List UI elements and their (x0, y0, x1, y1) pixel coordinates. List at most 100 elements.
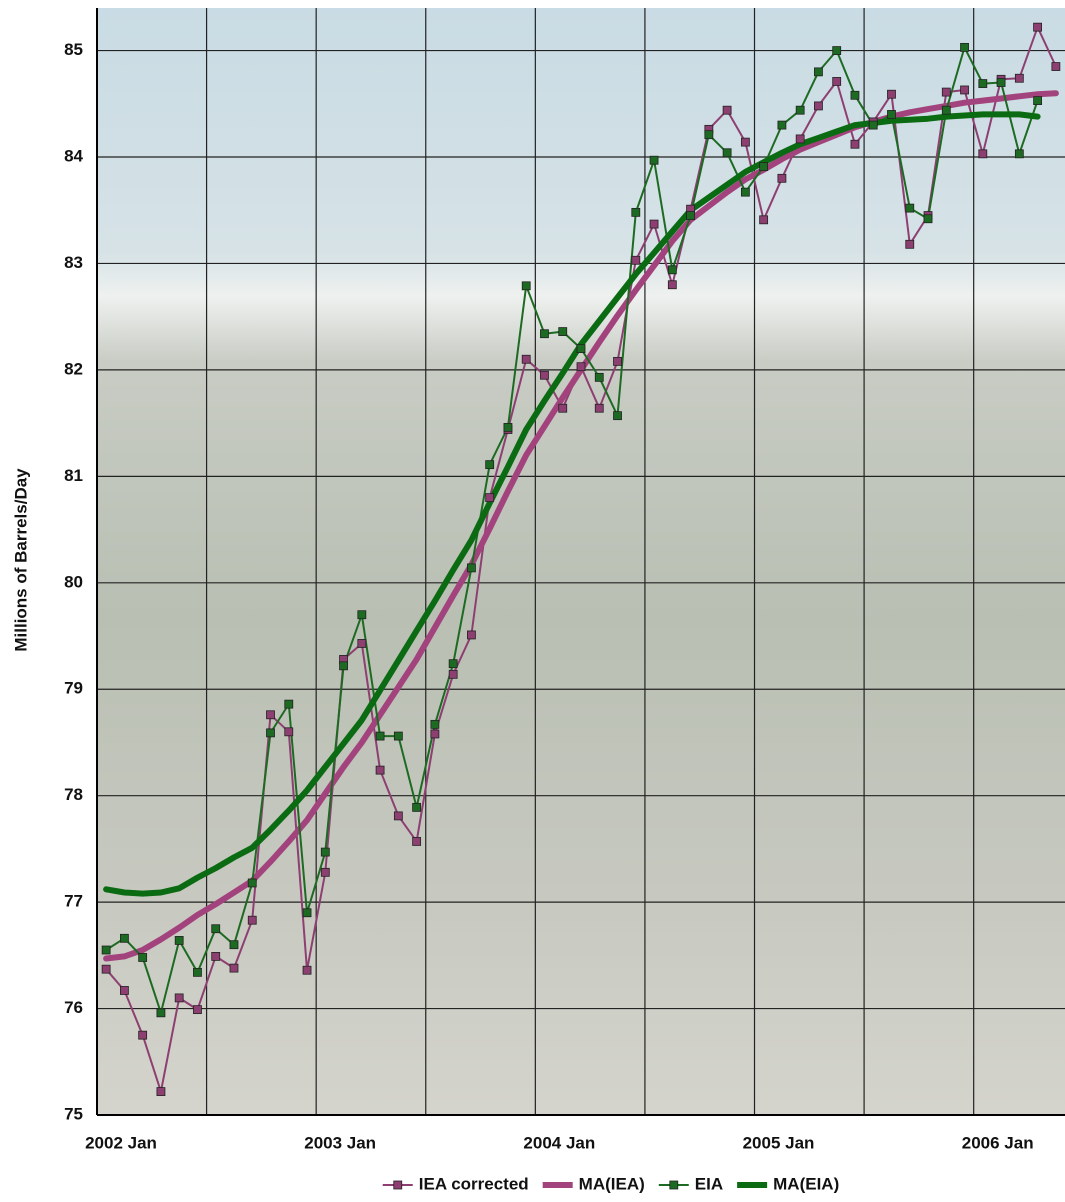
data-point (467, 564, 475, 572)
data-point (321, 868, 329, 876)
x-tick-label: 2004 Jan (523, 1133, 595, 1152)
data-point (833, 77, 841, 85)
data-point (267, 729, 275, 737)
data-point (139, 1031, 147, 1039)
data-point (814, 68, 822, 76)
y-tick-label: 82 (64, 359, 83, 378)
data-point (230, 941, 238, 949)
chart: Millions of Barrels/Day 2002 Jan 2003 Jan… (0, 0, 1065, 1197)
data-point (887, 110, 895, 118)
data-point (814, 102, 822, 110)
legend-marker (670, 1181, 678, 1189)
legend-label: IEA corrected (419, 1174, 529, 1193)
data-point (961, 43, 969, 51)
data-point (942, 88, 950, 96)
y-tick-label: 80 (64, 572, 83, 591)
data-point (632, 208, 640, 216)
data-point (687, 212, 695, 220)
data-point (887, 90, 895, 98)
y-tick-label: 75 (64, 1104, 83, 1123)
data-point (193, 968, 201, 976)
data-point (705, 131, 713, 139)
data-point (413, 803, 421, 811)
data-point (248, 916, 256, 924)
data-point (741, 188, 749, 196)
x-tick-label: 2006 Jan (962, 1133, 1034, 1152)
data-point (285, 728, 293, 736)
data-point (723, 149, 731, 157)
x-tick-label: 2002 Jan (85, 1133, 157, 1152)
data-point (413, 837, 421, 845)
data-point (139, 953, 147, 961)
data-point (449, 670, 457, 678)
data-point (796, 106, 804, 114)
data-point (577, 363, 585, 371)
data-point (760, 216, 768, 224)
data-point (1015, 150, 1023, 158)
data-point (467, 631, 475, 639)
y-tick-label: 84 (64, 147, 83, 166)
data-point (778, 174, 786, 182)
data-point (212, 952, 220, 960)
data-point (102, 946, 110, 954)
data-point (559, 328, 567, 336)
data-point (157, 1009, 165, 1017)
data-point (175, 994, 183, 1002)
data-point (961, 86, 969, 94)
data-point (796, 135, 804, 143)
y-tick-label: 83 (64, 253, 83, 272)
y-tick-label: 76 (64, 998, 83, 1017)
data-point (1034, 97, 1042, 105)
data-point (559, 404, 567, 412)
data-point (230, 964, 238, 972)
data-point (120, 934, 128, 942)
data-point (449, 660, 457, 668)
data-point (833, 47, 841, 55)
data-point (193, 1006, 201, 1014)
data-point (394, 812, 402, 820)
data-point (157, 1088, 165, 1096)
data-point (924, 215, 932, 223)
data-point (595, 373, 603, 381)
data-point (851, 91, 859, 99)
y-tick-label: 78 (64, 785, 83, 804)
data-point (303, 966, 311, 974)
y-tick-label: 81 (64, 466, 83, 485)
y-tick-label: 85 (64, 40, 83, 59)
data-point (650, 156, 658, 164)
data-point (760, 163, 768, 171)
y-axis-label: Millions of Barrels/Day (11, 468, 30, 652)
data-point (1034, 23, 1042, 31)
data-point (267, 711, 275, 719)
data-point (376, 766, 384, 774)
data-point (595, 404, 603, 412)
data-point (979, 150, 987, 158)
data-point (504, 423, 512, 431)
data-point (869, 121, 877, 129)
data-point (431, 720, 439, 728)
x-tick-label: 2003 Jan (304, 1133, 376, 1152)
legend-label: MA(EIA) (773, 1174, 839, 1193)
data-point (303, 909, 311, 917)
data-point (431, 730, 439, 738)
data-point (248, 879, 256, 887)
data-point (577, 345, 585, 353)
data-point (358, 611, 366, 619)
data-point (540, 330, 548, 338)
data-point (340, 662, 348, 670)
data-point (942, 106, 950, 114)
data-point (614, 412, 622, 420)
data-point (376, 732, 384, 740)
data-point (650, 220, 658, 228)
y-tick-label: 79 (64, 679, 83, 698)
x-tick-label: 2005 Jan (743, 1133, 815, 1152)
data-point (741, 138, 749, 146)
data-point (668, 266, 676, 274)
data-point (632, 256, 640, 264)
data-point (1052, 63, 1060, 71)
data-point (778, 121, 786, 129)
data-point (358, 639, 366, 647)
data-point (394, 732, 402, 740)
data-point (906, 204, 914, 212)
